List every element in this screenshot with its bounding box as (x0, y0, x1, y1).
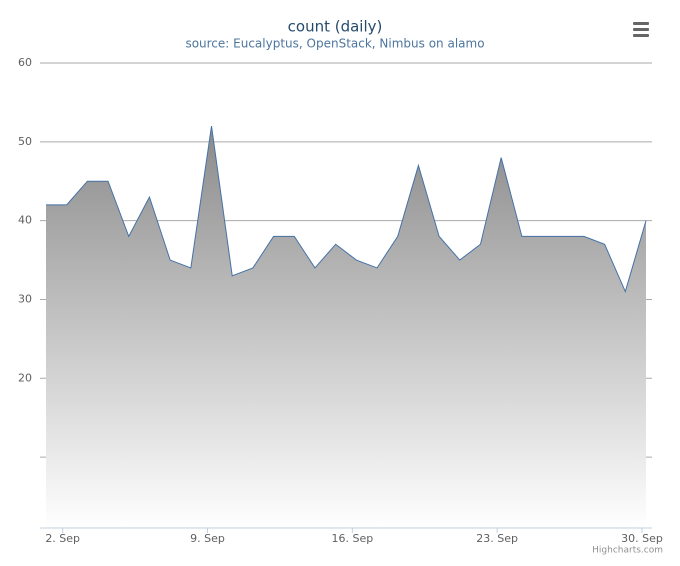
x-tick-label: 16. Sep (331, 532, 373, 545)
x-tick-label: 9. Sep (190, 532, 225, 545)
y-tick-label: 30 (18, 292, 32, 305)
area-line (46, 125, 647, 294)
menu-button[interactable] (628, 16, 656, 42)
y-tick-label: 60 (18, 56, 32, 69)
chart-title: count (daily) (288, 18, 383, 36)
y-tick-label: 20 (18, 371, 32, 384)
credit: Highcharts.com (592, 546, 663, 556)
chart-subtitle: source: Eucalyptus, OpenStack, Nimbus on… (185, 37, 484, 51)
y-tick-label: 40 (18, 214, 32, 227)
area-fill (46, 126, 646, 529)
x-tick-label: 23. Sep (476, 532, 518, 545)
x-tick-label: 2. Sep (45, 532, 80, 545)
y-tick-label: 50 (18, 135, 32, 148)
x-tick-label: 30. Sep (621, 532, 663, 545)
